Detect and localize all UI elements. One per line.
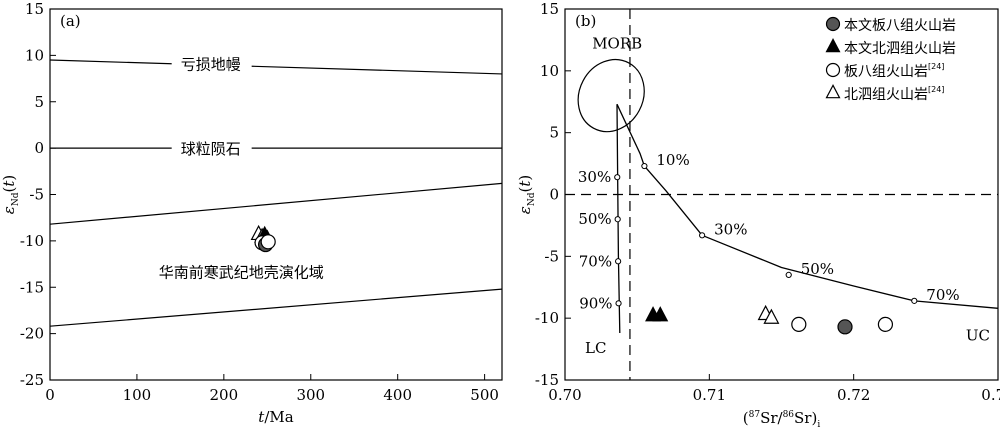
mixing-tick-label: 10%: [656, 151, 689, 169]
mixing-tick: [615, 300, 622, 307]
mixing-tick: [699, 232, 706, 239]
x-tick-label: 0.73: [981, 386, 1000, 404]
y-tick-label: 0: [549, 186, 559, 204]
x-axis-label: t/Ma: [258, 408, 293, 426]
data-point: [763, 308, 780, 324]
y-tick-label: -15: [535, 371, 559, 389]
y-axis-label: εNd(t): [516, 175, 537, 214]
x-axis-label: (87Sr/86Sr)i: [743, 409, 821, 430]
annotation-label: 球粒陨石: [181, 140, 241, 158]
mixing-tick-label: 50%: [801, 260, 834, 278]
x-tick-label: 300: [296, 386, 325, 404]
panel-a: 0 100 200 300 400 500 15 10 5 0 -5 -10 -15 -20 -25 (a) 亏…: [0, 0, 503, 426]
plot-frame: [49, 8, 503, 381]
x-tick-label: 400: [383, 386, 412, 404]
legend-marker: [825, 38, 841, 53]
y-axis-label: εNd(t): [0, 175, 21, 214]
x-tick-label: 100: [123, 386, 152, 404]
panel-b: 0.70 0.71 0.72 0.73 15 10 5 0 -5 -10 -15 (b) MORB 10%…: [516, 0, 1000, 430]
x-tick-label: 0.70: [548, 386, 581, 404]
morb-label: MORB: [592, 34, 642, 52]
y-tick-label: -5: [544, 247, 559, 265]
y-tick-label: -15: [20, 278, 44, 296]
legend-label: 北泗组火山岩[24]: [844, 85, 944, 103]
lc-label: LC: [585, 339, 606, 357]
y-tick-label: 15: [540, 0, 559, 18]
data-point: [260, 234, 276, 250]
x-tick-label: 0.71: [693, 386, 726, 404]
mixing-tick: [615, 258, 622, 265]
legend-label: 本文北泗组火山岩: [844, 41, 956, 57]
mixing-tick: [614, 174, 621, 181]
mixing-tick-label: 70%: [579, 252, 612, 270]
mixing-tick: [911, 297, 918, 304]
data-point: [877, 316, 894, 332]
data-point: [652, 306, 669, 322]
y-tick-label: -10: [20, 232, 44, 250]
mixing-tick-label: 90%: [579, 294, 612, 312]
y-tick-label: 10: [540, 62, 559, 80]
annotation-label: 亏损地幔: [181, 56, 241, 74]
x-tick-label: 0.72: [837, 386, 870, 404]
x-tick-label: 200: [210, 386, 239, 404]
y-tick-label: 5: [549, 124, 559, 142]
y-tick-label: 5: [34, 93, 44, 111]
y-tick-label: -20: [20, 325, 44, 343]
series-line: [49, 182, 503, 225]
data-point: [791, 316, 807, 332]
y-tick-label: 0: [34, 139, 44, 157]
uc-label: UC: [966, 326, 990, 344]
legend-marker: [825, 62, 841, 78]
y-tick-label: -5: [29, 186, 44, 204]
y-tick-label: 15: [25, 0, 44, 18]
x-tick-label: 0: [45, 386, 55, 404]
x-tick-label: 500: [470, 386, 499, 404]
mixing-tick-label: 70%: [926, 286, 959, 304]
mixing-tick: [614, 216, 621, 223]
y-tick-label: 10: [25, 46, 44, 64]
legend-marker: [825, 84, 841, 99]
y-tick-label: -25: [20, 371, 44, 389]
mixing-tick-label: 50%: [578, 210, 611, 228]
legend-marker: [825, 16, 841, 32]
annotation-label: 华南前寒武纪地壳演化域: [159, 263, 324, 281]
y-tick-label: -10: [535, 309, 559, 327]
panel-label: (b): [575, 12, 596, 30]
legend-label: 板八组火山岩[24]: [844, 62, 944, 80]
series-line: [251, 65, 503, 75]
mixing-tick: [785, 271, 792, 278]
morb-field: [577, 58, 645, 133]
mixing-tick: [641, 162, 648, 170]
mixing-tick-label: 30%: [578, 168, 611, 186]
mixing-tick-label: 30%: [714, 220, 747, 238]
legend-label: 本文板八组火山岩: [844, 18, 956, 34]
panel-label: (a): [60, 12, 81, 30]
series-line: [49, 59, 172, 65]
series-line: [49, 288, 503, 327]
data-point: [837, 319, 853, 335]
